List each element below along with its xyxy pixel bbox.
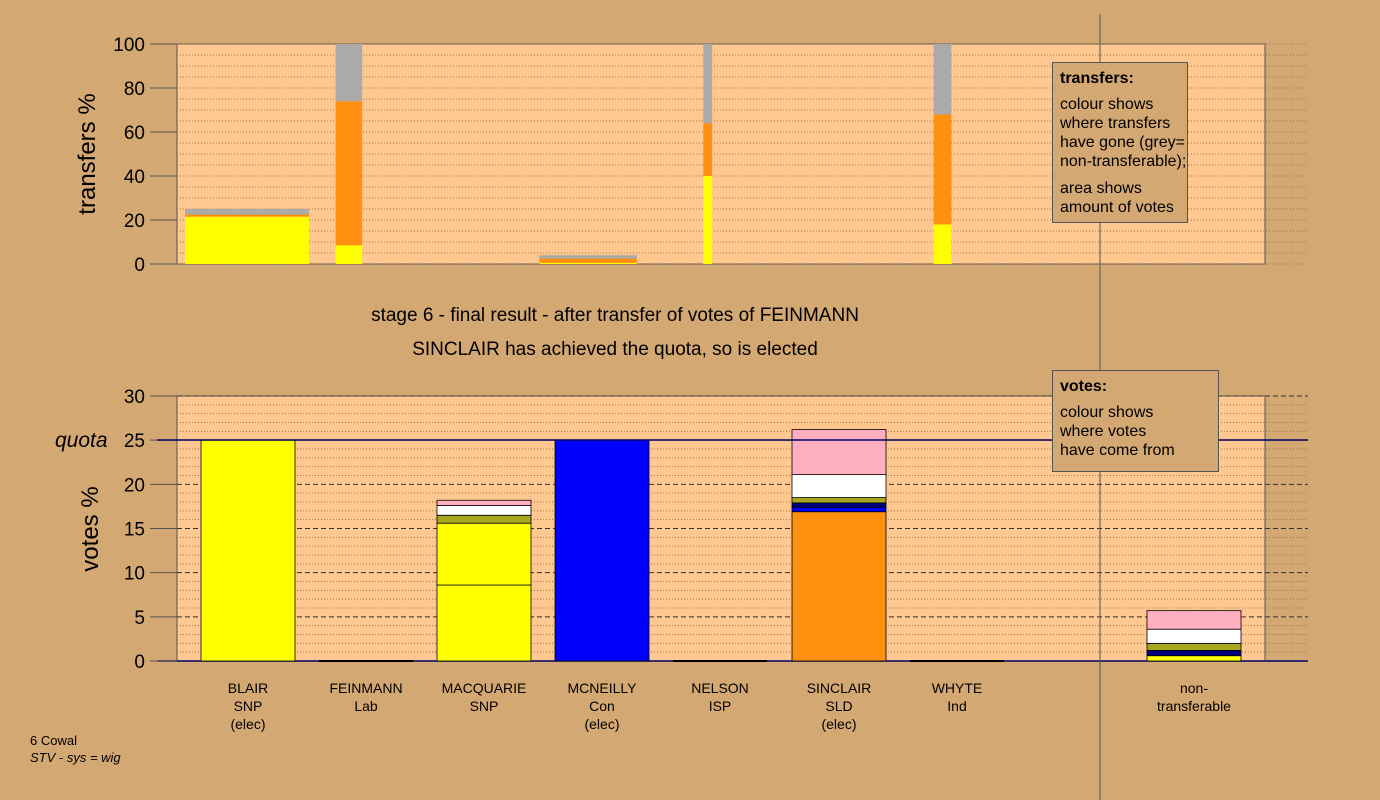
vote-segment: [791, 497, 887, 504]
transfers-legend-line: where transfers: [1060, 115, 1171, 132]
transfer-segment: [933, 114, 952, 225]
candidate-labels: BLAIR SNP (elec) FEINMANN Lab MACQUARIE SNP MCN…: [228, 680, 1231, 732]
y-tick-label: 80: [124, 79, 145, 100]
y-tick-label: 5: [134, 608, 145, 629]
votes-legend-line: where votes: [1060, 423, 1147, 440]
candidate-label: SNP: [470, 698, 499, 714]
candidate-label: Lab: [354, 698, 378, 714]
y-tick-label: 20: [124, 475, 145, 496]
candidate-label: SINCLAIR: [807, 680, 872, 696]
non-transferable-segment: [1146, 628, 1242, 644]
transfer-segment: [185, 216, 310, 264]
elected-caption: SINCLAIR has achieved the quota, so is e…: [412, 339, 818, 360]
candidate-label: FEINMANN: [329, 680, 402, 696]
transfer-segment: [933, 224, 952, 264]
y-tick-label: 0: [134, 652, 145, 673]
votes-y-ticks: 0 5 10 15 20 25 30: [124, 387, 177, 673]
candidate-label: ISP: [709, 698, 732, 714]
transfer-segment: [335, 44, 363, 102]
footnote-system: STV - sys = wig: [30, 750, 121, 765]
votes-bars: [200, 429, 1242, 662]
y-tick-label: 25: [124, 431, 145, 452]
transfer-segment: [703, 44, 713, 124]
y-tick-label: 20: [124, 211, 145, 232]
transfer-segment: [703, 176, 713, 264]
candidate-label: Ind: [947, 698, 966, 714]
quota-label: quota: [55, 429, 108, 452]
transfer-segment: [185, 214, 310, 217]
transfer-segment: [703, 123, 713, 176]
vote-segment: [436, 522, 532, 586]
y-tick-label: 60: [124, 123, 145, 144]
non-transferable-segment: [1146, 650, 1242, 657]
vote-segment: [436, 514, 532, 524]
candidate-label: (elec): [230, 716, 265, 732]
candidate-label: WHYTE: [932, 680, 983, 696]
votes-legend-box: votes: colour shows where votes have com…: [1052, 370, 1219, 472]
non-transferable-segment: [1146, 655, 1242, 662]
transfers-legend-line: area shows: [1060, 180, 1142, 197]
vote-segment: [791, 502, 887, 508]
vote-segment: [791, 429, 887, 476]
candidate-label: MACQUARIE: [442, 680, 527, 696]
transfer-segment: [539, 262, 637, 264]
votes-legend-line: colour shows: [1060, 404, 1154, 421]
y-tick-label: 100: [113, 35, 145, 56]
transfer-segment: [933, 44, 952, 115]
footnote-constituency: 6 Cowal: [30, 733, 77, 748]
vote-segment: [791, 506, 887, 513]
vote-segment: [791, 511, 887, 662]
candidate-label: (elec): [821, 716, 856, 732]
candidate-label: SNP: [234, 698, 263, 714]
vote-segment: [200, 439, 296, 662]
y-tick-label: 0: [134, 255, 145, 276]
candidate-label: (elec): [584, 716, 619, 732]
vote-segment: [436, 505, 532, 516]
transfer-segment: [335, 101, 363, 246]
candidate-label: MCNEILLY: [568, 680, 638, 696]
transfer-segment: [539, 258, 637, 263]
transfers-bars: [185, 44, 952, 264]
vote-segment: [436, 584, 532, 662]
transfer-segment: [539, 255, 637, 259]
vote-segment: [791, 474, 887, 498]
votes-legend-line: have come from: [1060, 442, 1175, 459]
non-transferable-label: transferable: [1157, 698, 1231, 714]
transfer-segment: [335, 245, 363, 264]
non-transferable-segment: [1146, 610, 1242, 630]
y-tick-label: 40: [124, 167, 145, 188]
y-tick-label: 30: [124, 387, 145, 408]
votes-y-axis-label: votes %: [77, 486, 104, 571]
candidate-label: NELSON: [691, 680, 749, 696]
transfers-legend-line: non-transferable);: [1060, 153, 1187, 170]
candidate-label: BLAIR: [228, 680, 268, 696]
transfers-legend-box: transfers: colour shows where transfers …: [1052, 62, 1188, 223]
stage-caption: stage 6 - final result - after transfer …: [371, 305, 859, 326]
transfers-legend-title: transfers:: [1060, 70, 1134, 87]
y-tick-label: 15: [124, 520, 145, 541]
transfers-legend-line: amount of votes: [1060, 199, 1174, 216]
transfers-y-ticks: 0 20 40 60 80 100: [113, 35, 177, 276]
transfers-y-axis-label: transfers %: [74, 93, 101, 214]
candidate-label: SLD: [825, 698, 852, 714]
non-transferable-label: non-: [1180, 680, 1208, 696]
vote-segment: [436, 499, 532, 506]
transfer-segment: [185, 209, 310, 215]
transfers-legend-line: have gone (grey=: [1060, 134, 1185, 151]
transfers-legend-line: colour shows: [1060, 96, 1154, 113]
y-tick-label: 10: [124, 564, 145, 585]
vote-segment: [554, 439, 650, 662]
non-transferable-segment: [1146, 642, 1242, 651]
votes-legend-title: votes:: [1060, 378, 1108, 395]
candidate-label: Con: [589, 698, 615, 714]
